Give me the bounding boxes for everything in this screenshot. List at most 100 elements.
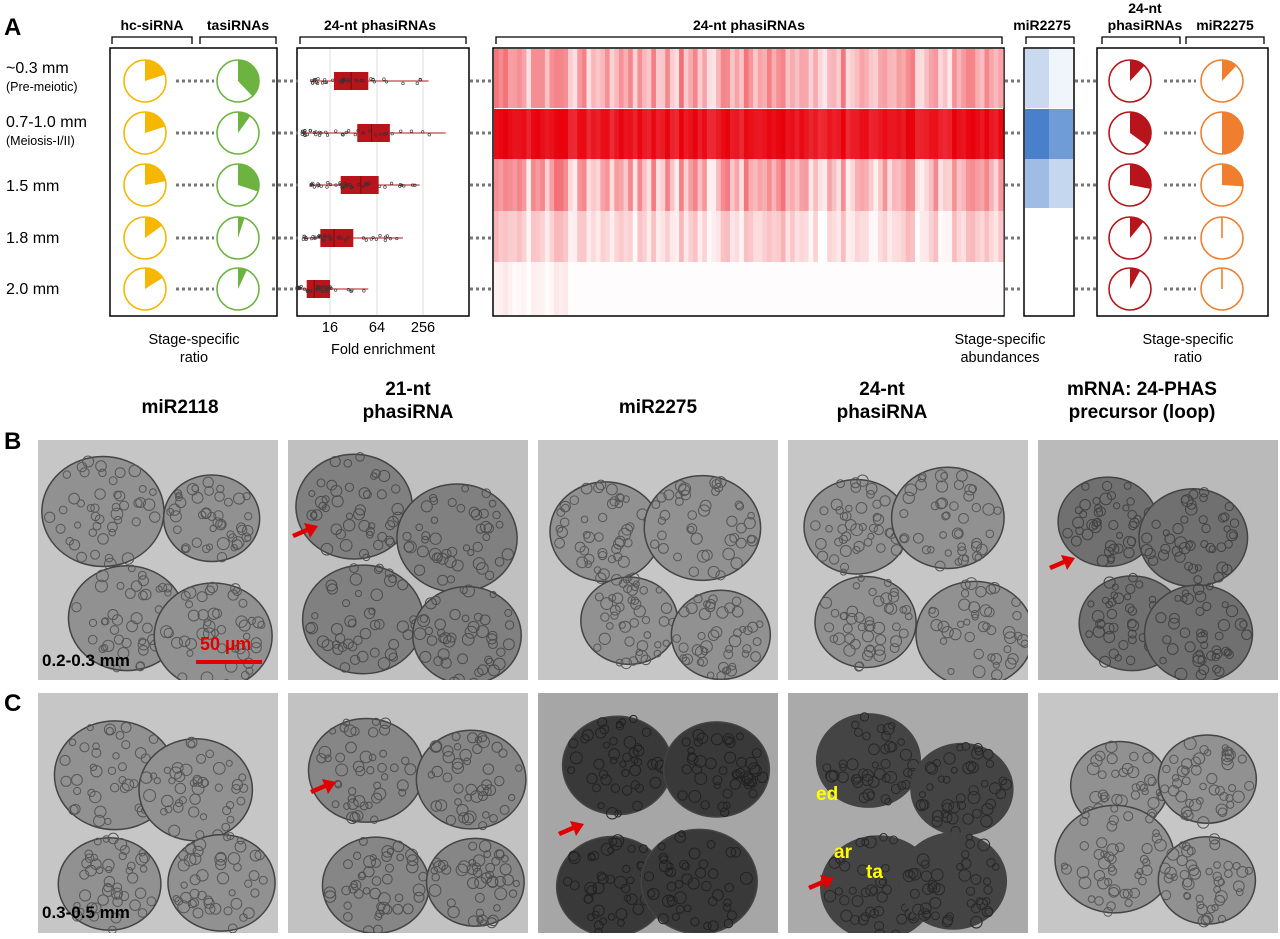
heat-cell-3-60 — [771, 211, 777, 262]
heat-cell-0-25 — [609, 49, 615, 108]
box-point-1-13 — [421, 130, 425, 134]
box-point-2-31 — [357, 182, 361, 187]
heat-cell-1-54 — [743, 109, 750, 159]
heat-cell-1-93 — [924, 109, 930, 159]
box-point-2-25 — [326, 181, 330, 185]
box-point-2-35 — [311, 181, 315, 185]
heat-cell-3-4 — [512, 211, 518, 262]
heat-cell-0-23 — [600, 49, 606, 108]
heat-cell-4-7 — [526, 262, 532, 315]
heat-cell-0-38 — [669, 49, 676, 108]
heat-cell-2-45 — [702, 159, 708, 211]
heat-cell-0-48 — [716, 49, 722, 108]
footer-ratio-right: Stage-specific ratio — [1142, 332, 1234, 366]
heat-cell-1-14 — [558, 109, 565, 159]
heat-cell-2-104 — [975, 159, 981, 211]
heat-cell-0-97 — [942, 49, 949, 108]
heat-cell-4-4 — [512, 262, 518, 315]
heat-cell-1-98 — [947, 109, 953, 159]
heat-cell-0-24 — [605, 49, 611, 108]
heat-cell-0-88 — [901, 49, 907, 108]
heat-cell-0-57 — [757, 49, 763, 108]
heat-cell-3-13 — [554, 211, 560, 262]
box-point-0-21 — [311, 81, 315, 85]
heat-cell-4-52 — [734, 262, 740, 315]
heat-cell-3-29 — [628, 211, 634, 262]
heat-cell-0-86 — [891, 49, 898, 108]
heat-cell-3-70 — [817, 211, 824, 262]
panel-letter-b: B — [4, 428, 22, 455]
box-point-2-32 — [389, 181, 394, 185]
heat-cell-3-97 — [942, 211, 949, 262]
heat-cell-0-44 — [697, 49, 703, 108]
heat-cell-0-67 — [804, 49, 810, 108]
box-point-3-2 — [329, 236, 333, 240]
box-point-3-35 — [327, 234, 332, 238]
heat-cell-1-55 — [748, 109, 754, 159]
heat-cell-0-19 — [581, 49, 588, 108]
heat-cell-2-31 — [637, 159, 643, 211]
heat-cell-0-96 — [938, 49, 944, 108]
heat-cell-0-28 — [623, 49, 629, 108]
heat-cell-2-96 — [938, 159, 944, 211]
heat-cell-2-94 — [928, 159, 935, 211]
heat-cell-2-79 — [859, 159, 865, 211]
heat-cell-1-49 — [720, 109, 726, 159]
heat-cell-0-105 — [979, 49, 986, 108]
box-point-1-10 — [341, 133, 345, 137]
box-point-2-12 — [350, 185, 354, 190]
box-point-2-15 — [413, 183, 417, 187]
section-frame-1 — [296, 47, 470, 317]
heat-cell-2-18 — [577, 159, 583, 211]
box-point-0-29 — [372, 80, 376, 84]
box-point-4-7 — [324, 285, 328, 290]
heat-cell-1-70 — [817, 109, 824, 159]
header-pie-mir2275: miR2275 — [1196, 17, 1254, 33]
heat-cell-1-92 — [919, 109, 925, 159]
pie-hc_sirna-1-slice — [145, 112, 165, 133]
heat-cell-4-40 — [679, 262, 685, 315]
box-point-4-16 — [299, 284, 303, 289]
micrograph-texture — [288, 440, 528, 680]
heat-cell-2-32 — [642, 159, 648, 211]
heat-cell-1-101 — [961, 109, 967, 159]
heat-cell-3-44 — [697, 211, 703, 262]
heat-cell-1-78 — [854, 109, 861, 159]
heat-cell-4-87 — [896, 262, 902, 315]
region-label-ed: ed — [816, 784, 839, 805]
box-point-3-34 — [328, 238, 332, 242]
heat-cell-2-93 — [924, 159, 930, 211]
pie-hc_sirna-2-slice — [145, 164, 166, 185]
heat-cell-4-54 — [743, 262, 750, 315]
box-point-2-34 — [400, 183, 404, 187]
heat-cell-3-52 — [734, 211, 740, 262]
heat-cell-4-77 — [850, 262, 856, 315]
heat-cell-1-2 — [503, 109, 509, 159]
heat-cell-3-23 — [600, 211, 606, 262]
box-point-1-5 — [379, 132, 383, 136]
heat-cell-2-84 — [882, 159, 888, 211]
heat-cell-1-89 — [905, 109, 912, 159]
box-point-2-19 — [398, 184, 402, 188]
box-point-3-10 — [361, 236, 365, 240]
heat-cell-4-94 — [928, 262, 935, 315]
heat-cell-3-26 — [614, 211, 620, 262]
heat-cell-2-87 — [896, 159, 902, 211]
micrograph-c-2 — [538, 693, 778, 933]
heat-cell-4-32 — [642, 262, 648, 315]
box-point-4-22 — [329, 286, 333, 290]
heat-cell-0-91 — [915, 49, 921, 108]
heat-cell-4-79 — [859, 262, 865, 315]
heat-cell-2-42 — [688, 159, 694, 211]
heat-cell-0-20 — [586, 49, 592, 108]
box-point-3-25 — [317, 235, 322, 239]
box-point-3-24 — [395, 236, 399, 241]
heat-cell-2-39 — [674, 159, 680, 211]
heat-cell-2-56 — [753, 159, 759, 211]
heat-cell-0-92 — [919, 49, 925, 108]
heat-cell-1-94 — [928, 109, 935, 159]
box-point-2-23 — [367, 181, 371, 185]
heat-cell-1-4 — [512, 109, 518, 159]
heat-cell-1-53 — [739, 109, 745, 159]
heat-cell-2-23 — [600, 159, 606, 211]
